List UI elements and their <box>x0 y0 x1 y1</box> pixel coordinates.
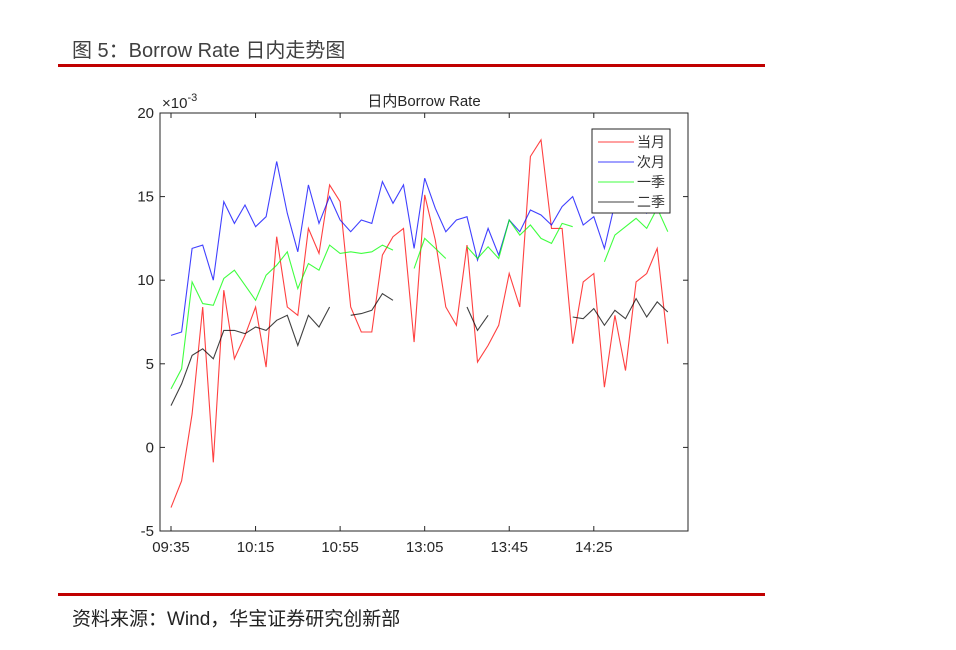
plot-lines <box>170 138 669 508</box>
legend-label: 二季 <box>637 195 665 211</box>
series-line <box>466 218 573 260</box>
legend-label: 一季 <box>637 175 665 191</box>
series-line <box>413 237 447 269</box>
x-tick-label: 10:15 <box>237 539 275 556</box>
legend-box <box>591 128 671 214</box>
plot-axes: -5 0 5 10 15 20 09:35 10:15 10:55 13:05 13:45 14:25 <box>137 105 688 556</box>
y-tick-label: 20 <box>137 105 154 122</box>
series-line <box>170 161 669 336</box>
legend-label: 次月 <box>637 155 665 171</box>
series-line <box>572 297 669 327</box>
x-tick-label: 09:35 <box>152 539 190 556</box>
y-tick-label: 10 <box>137 272 154 289</box>
series-line <box>170 138 669 508</box>
y-tick-label: 5 <box>146 356 154 373</box>
x-tick-label: 14:25 <box>575 539 613 556</box>
series-line <box>170 244 394 390</box>
figure-title: 图 5：Borrow Rate 日内走势图 <box>72 40 346 62</box>
y-tick-label: -5 <box>141 523 154 540</box>
y-axis-multiplier: ×10-3 <box>162 92 197 112</box>
source-divider <box>58 593 765 596</box>
y-tick-label: 15 <box>137 189 154 206</box>
x-tick-label: 10:55 <box>321 539 359 556</box>
series-line <box>466 306 489 332</box>
legend-label: 当月 <box>637 135 665 151</box>
x-tick-label: 13:05 <box>406 539 444 556</box>
series-line <box>350 292 394 316</box>
title-divider <box>58 64 765 67</box>
source-note: 资料来源：Wind，华宝证券研究创新部 <box>72 609 401 630</box>
y-tick-label: 0 <box>146 439 154 456</box>
x-tick-label: 13:45 <box>490 539 528 556</box>
chart-title: 日内Borrow Rate <box>367 93 480 110</box>
series-line <box>170 306 331 406</box>
